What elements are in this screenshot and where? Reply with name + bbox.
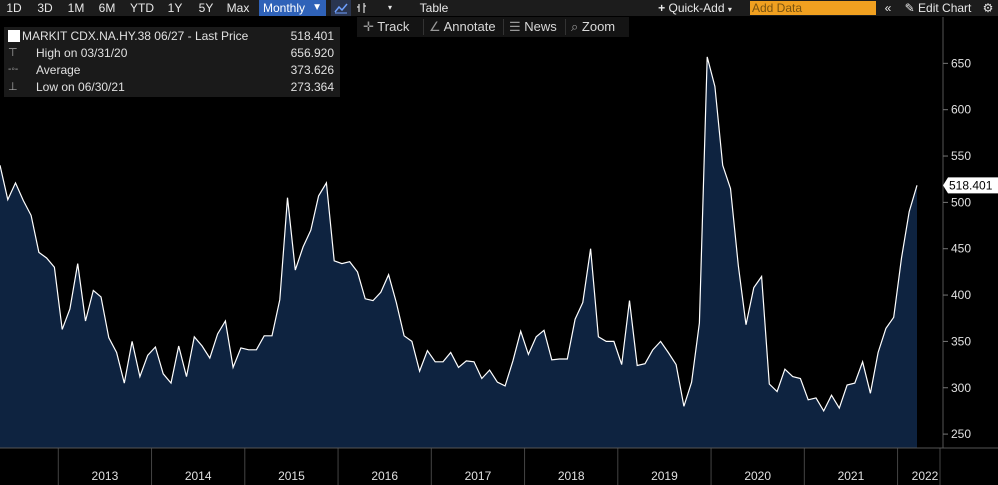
series-color-swatch-icon xyxy=(8,30,20,42)
range-max-button[interactable]: Max xyxy=(226,1,250,15)
track-button[interactable]: ✛ Track xyxy=(363,17,423,37)
legend-low-value: 273.364 xyxy=(290,80,334,94)
chart-type-dropdown-icon[interactable]: ▾ xyxy=(387,3,392,12)
legend-high-value: 656.920 xyxy=(290,46,334,60)
zoom-button[interactable]: ⌕ Zoom xyxy=(571,17,627,37)
bar-chart-type-button[interactable] xyxy=(354,0,370,16)
x-tick-label: 2022 xyxy=(912,469,939,483)
line-chart-type-button[interactable] xyxy=(331,0,351,16)
y-tick-label: 450 xyxy=(951,242,971,256)
news-label: News xyxy=(524,19,557,34)
news-button[interactable]: ☰ News xyxy=(509,17,565,37)
y-tick-label: 350 xyxy=(951,334,971,348)
legend-high-label: High on 03/31/20 xyxy=(36,46,128,60)
y-axis-ticks: 250 300 350 400 450 500 550 600 650 xyxy=(943,56,971,441)
pencil-icon: ✎ xyxy=(904,1,915,15)
legend-title: MARKIT CDX.NA.HY.38 06/27 - Last Price xyxy=(22,29,249,43)
quick-add-button[interactable]: + Quick-Add ▾ xyxy=(652,0,738,16)
range-6m-button[interactable]: 6M xyxy=(98,1,116,15)
legend-last-value: 518.401 xyxy=(290,29,334,43)
y-tick-label: 400 xyxy=(951,288,971,302)
divider xyxy=(565,19,566,35)
y-tick-label: 650 xyxy=(951,56,971,70)
frequency-label: Monthly xyxy=(263,1,306,15)
low-marker-icon: ⊥ xyxy=(8,81,18,93)
table-button[interactable]: Table xyxy=(419,1,449,15)
x-tick-label: 2013 xyxy=(92,469,119,483)
last-price-tag: 518.401 xyxy=(943,177,998,194)
area-fill xyxy=(0,56,917,449)
legend-row-low[interactable]: ⊥ Low on 06/30/21 273.364 xyxy=(4,79,340,95)
annotate-icon: ∠ xyxy=(429,19,441,34)
chart-legend: MARKIT CDX.NA.HY.38 06/27 - Last Price 5… xyxy=(4,27,340,97)
chart-tools-toolbar: ✛ Track ∠ Annotate ☰ News ⌕ Zoom xyxy=(357,17,629,37)
x-tick-label: 2014 xyxy=(185,469,212,483)
add-data-input[interactable] xyxy=(750,1,876,15)
y-tick-label: 550 xyxy=(951,149,971,163)
ohlc-bars-icon xyxy=(357,3,366,13)
x-tick-label: 2016 xyxy=(371,469,398,483)
line-chart-icon xyxy=(334,3,348,14)
x-tick-label: 2017 xyxy=(465,469,492,483)
range-3d-button[interactable]: 3D xyxy=(37,1,53,15)
y-tick-label: 250 xyxy=(951,427,971,441)
range-1y-button[interactable]: 1Y xyxy=(167,1,183,15)
legend-row-last-price[interactable]: MARKIT CDX.NA.HY.38 06/27 - Last Price 5… xyxy=(4,28,340,44)
y-tick-label: 300 xyxy=(951,381,971,395)
range-1d-button[interactable]: 1D xyxy=(6,1,22,15)
x-tick-label: 2021 xyxy=(838,469,865,483)
legend-low-label: Low on 06/30/21 xyxy=(36,80,125,94)
last-price-label: 518.401 xyxy=(949,178,993,192)
plus-icon: + xyxy=(658,1,666,15)
divider xyxy=(503,19,504,35)
range-5y-button[interactable]: 5Y xyxy=(198,1,214,15)
news-icon: ☰ xyxy=(509,19,521,34)
x-tick-label: 2019 xyxy=(651,469,678,483)
crosshair-icon: ✛ xyxy=(363,19,374,34)
frequency-dropdown[interactable]: Monthly ▼ xyxy=(259,0,326,16)
range-ytd-button[interactable]: YTD xyxy=(130,1,154,15)
annotate-button[interactable]: ∠ Annotate xyxy=(429,17,501,37)
x-tick-label: 2015 xyxy=(278,469,305,483)
collapse-icon[interactable]: « xyxy=(884,1,892,15)
legend-row-average[interactable]: -◦- Average 373.626 xyxy=(4,62,340,78)
legend-average-label: Average xyxy=(36,63,81,77)
annotate-label: Annotate xyxy=(443,19,496,34)
range-1m-button[interactable]: 1M xyxy=(67,1,85,15)
edit-chart-button[interactable]: ✎ Edit Chart xyxy=(900,0,976,16)
legend-average-value: 373.626 xyxy=(290,63,334,77)
year-separators xyxy=(57,448,941,485)
zoom-label: Zoom xyxy=(581,19,616,34)
edit-chart-label: Edit Chart xyxy=(918,1,972,15)
track-label: Track xyxy=(377,19,410,34)
divider xyxy=(423,19,424,35)
x-axis-ticks: 2013 2014 2015 2016 2017 2018 2019 2020 2021 2022 xyxy=(92,469,939,483)
search-icon: ⌕ xyxy=(571,19,579,34)
x-tick-label: 2020 xyxy=(744,469,771,483)
chevron-down-icon: ▼ xyxy=(312,2,322,13)
chevron-down-icon: ▾ xyxy=(727,5,732,14)
quick-add-label: Quick-Add xyxy=(668,1,725,15)
gear-icon[interactable]: ⚙ xyxy=(982,1,994,15)
y-tick-label: 500 xyxy=(951,195,971,209)
top-toolbar: 1D 3D 1M 6M YTD 1Y 5Y Max Monthly ▼ ▾ Ta… xyxy=(0,0,998,16)
legend-row-high[interactable]: ⊤ High on 03/31/20 656.920 xyxy=(4,45,340,61)
y-tick-label: 600 xyxy=(951,103,971,117)
average-marker-icon: -◦- xyxy=(8,64,19,75)
x-tick-label: 2018 xyxy=(558,469,585,483)
high-marker-icon: ⊤ xyxy=(8,47,18,59)
price-line xyxy=(0,56,918,413)
